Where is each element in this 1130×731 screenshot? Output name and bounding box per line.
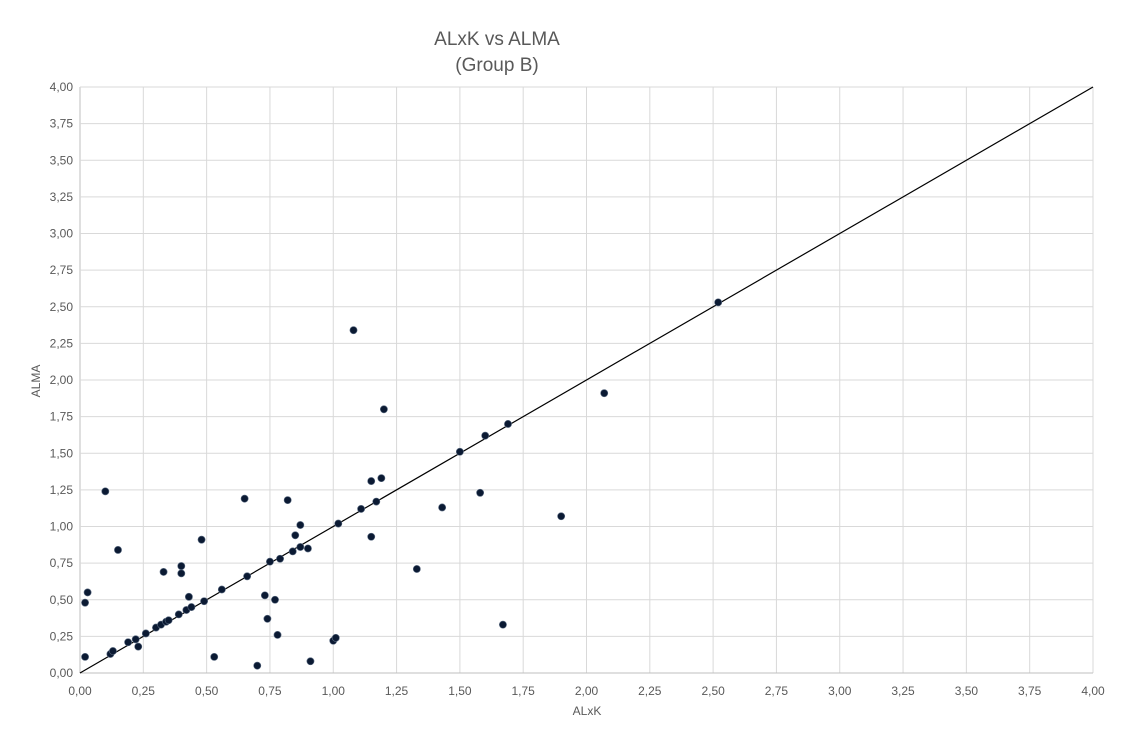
y-tick-label: 1,75 (50, 410, 74, 424)
data-point (271, 595, 279, 604)
x-tick-label: 0,75 (258, 684, 282, 698)
data-point (177, 569, 186, 578)
x-tick-label: 0,50 (195, 684, 219, 698)
data-point (273, 631, 282, 639)
data-point (296, 521, 305, 529)
data-point (438, 503, 447, 512)
data-point (288, 547, 297, 556)
data-point (379, 405, 388, 414)
data-point (131, 635, 140, 644)
data-point (101, 487, 110, 496)
data-point (296, 543, 305, 551)
data-point (334, 519, 343, 528)
x-tick-label: 3,25 (891, 684, 915, 698)
x-tick-label: 3,50 (955, 684, 979, 698)
x-tick-label: 2,50 (701, 684, 725, 698)
data-point (499, 620, 507, 629)
x-tick-label: 3,75 (1018, 684, 1042, 698)
x-tick-label: 0,25 (132, 684, 156, 698)
y-axis-label: ALMA (29, 365, 43, 398)
y-tick-label: 1,50 (50, 446, 74, 460)
y-tick-label: 4,00 (50, 80, 74, 94)
y-tick-label: 0,50 (50, 593, 74, 607)
data-point (349, 326, 358, 335)
data-point (81, 652, 89, 661)
data-point (253, 661, 262, 670)
y-tick-label: 2,25 (50, 336, 74, 350)
y-tick-label: 2,00 (50, 373, 74, 387)
data-point (141, 629, 150, 638)
data-point (174, 610, 183, 619)
x-tick-label: 3,00 (828, 684, 852, 698)
data-point (164, 616, 173, 625)
data-point (372, 497, 381, 506)
data-point (266, 557, 274, 566)
data-point (260, 591, 269, 600)
data-point (159, 568, 168, 576)
y-tick-label: 0,00 (50, 666, 74, 680)
data-point (114, 546, 122, 554)
data-point (481, 431, 490, 440)
data-point (200, 597, 208, 606)
data-point (263, 614, 272, 623)
data-point (331, 633, 340, 642)
chart-subtitle: (Group B) (455, 55, 538, 76)
chart-title: ALxK vs ALMA (434, 29, 560, 50)
data-point (504, 420, 512, 428)
data-point (240, 494, 249, 503)
data-point (367, 477, 376, 485)
data-point (455, 447, 464, 456)
data-point (197, 535, 206, 544)
y-tick-label: 1,00 (50, 520, 74, 534)
y-tick-label: 2,75 (50, 263, 74, 277)
x-tick-label: 1,00 (322, 684, 346, 698)
data-points (81, 298, 723, 670)
data-point (357, 505, 366, 513)
data-point (184, 592, 193, 601)
data-point (476, 488, 485, 497)
tick-labels: 0,00 0,25 0,50 0,75 1,00 1,25 1,50 1,75 2,00 2,25… (50, 80, 1105, 698)
x-tick-label: 1,50 (448, 684, 472, 698)
data-point (134, 642, 143, 651)
y-tick-label: 0,25 (50, 629, 74, 643)
y-tick-label: 0,75 (50, 556, 74, 570)
x-tick-label: 4,00 (1081, 684, 1105, 698)
data-point (81, 598, 89, 607)
y-tick-label: 1,25 (50, 483, 74, 497)
y-tick-label: 3,50 (50, 153, 74, 167)
y-tick-label: 3,75 (50, 117, 74, 131)
data-point (276, 554, 284, 563)
grid (79, 86, 1094, 674)
x-tick-label: 1,75 (512, 684, 536, 698)
data-point (291, 531, 300, 540)
data-point (377, 474, 386, 483)
data-point (217, 585, 226, 594)
data-point (306, 657, 315, 666)
x-tick-label: 2,75 (765, 684, 789, 698)
data-point (187, 603, 196, 611)
data-point (367, 532, 376, 541)
data-point (283, 496, 292, 505)
data-point (557, 512, 566, 521)
x-tick-label: 2,25 (638, 684, 662, 698)
data-point (304, 544, 312, 553)
x-tick-label: 2,00 (575, 684, 599, 698)
data-point (714, 298, 723, 307)
y-tick-label: 3,25 (50, 190, 74, 204)
y-tick-label: 2,50 (50, 300, 74, 314)
data-point (109, 647, 117, 655)
data-point (243, 572, 252, 581)
x-tick-label: 0,00 (68, 684, 92, 698)
x-axis-label: ALxK (573, 704, 602, 718)
y-tick-label: 3,00 (50, 227, 74, 241)
x-tick-label: 1,25 (385, 684, 409, 698)
data-point (600, 389, 609, 398)
data-point (177, 562, 186, 570)
data-point (83, 588, 92, 597)
data-point (412, 565, 421, 573)
data-point (210, 652, 219, 661)
data-point (124, 638, 133, 647)
